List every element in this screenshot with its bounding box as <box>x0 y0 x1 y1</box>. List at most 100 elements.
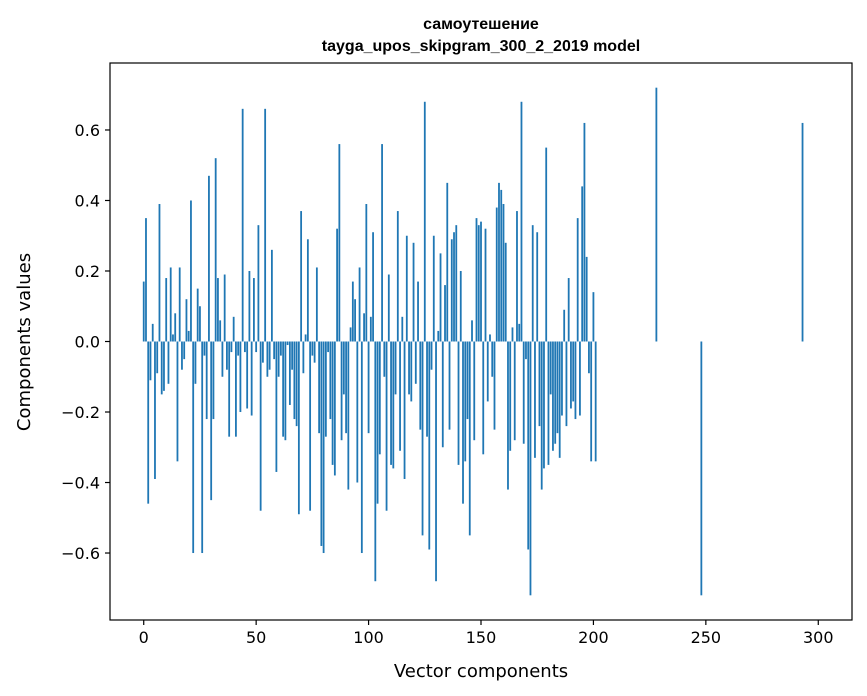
bar <box>401 316 404 342</box>
bar <box>262 341 264 363</box>
bar <box>403 341 406 479</box>
bar <box>149 341 152 381</box>
bar <box>383 341 386 377</box>
bar <box>336 228 338 342</box>
bar <box>545 147 548 342</box>
bar <box>288 341 291 405</box>
bar <box>174 313 177 342</box>
bar <box>561 341 563 416</box>
bar <box>592 292 595 342</box>
bar <box>219 320 222 342</box>
bar <box>570 341 572 409</box>
bar <box>534 341 536 458</box>
bar <box>367 341 370 434</box>
bar <box>145 218 147 342</box>
bar <box>244 341 246 353</box>
y-axis-label: Components values <box>14 253 35 431</box>
bar <box>522 341 525 444</box>
bar <box>374 341 377 582</box>
bar <box>230 341 233 353</box>
bar <box>160 341 163 395</box>
bar <box>309 341 312 511</box>
bar <box>426 341 428 437</box>
bar <box>435 341 437 582</box>
y-tick-label: 0.4 <box>75 191 100 210</box>
bar <box>253 278 255 342</box>
bar <box>311 341 314 356</box>
bar <box>297 341 300 515</box>
bar <box>655 87 658 342</box>
bar <box>574 341 577 420</box>
bar <box>378 341 381 455</box>
bar <box>376 341 379 504</box>
bar <box>399 341 401 451</box>
bar <box>491 341 494 377</box>
bar <box>331 341 334 465</box>
bar <box>304 334 307 342</box>
bar <box>358 267 361 342</box>
y-tick-label: −0.6 <box>61 544 100 563</box>
bar <box>446 182 449 342</box>
bar <box>531 225 534 342</box>
bar <box>295 341 298 427</box>
bar <box>507 341 509 490</box>
bar <box>468 341 471 536</box>
chart-title: самоутешение <box>423 16 539 33</box>
bar <box>549 341 552 395</box>
bar <box>212 341 215 420</box>
bar <box>414 341 417 384</box>
bar <box>302 341 305 374</box>
x-axis: 0 50 100 150 200 250 300 <box>139 620 834 647</box>
bar <box>543 341 545 469</box>
bar <box>241 108 244 342</box>
bar <box>291 341 294 370</box>
bar <box>394 341 397 395</box>
x-tick-label: 50 <box>246 628 266 647</box>
bar <box>525 341 527 360</box>
bar <box>345 341 347 434</box>
x-tick-label: 100 <box>353 628 384 647</box>
bar <box>493 341 496 430</box>
bar <box>250 341 253 416</box>
bar <box>208 175 210 342</box>
bar <box>457 341 460 465</box>
bar <box>363 313 365 342</box>
bar <box>381 144 383 342</box>
bar <box>142 281 145 342</box>
bar <box>192 341 195 554</box>
bar <box>412 242 415 342</box>
bar <box>226 341 228 370</box>
x-tick-label: 200 <box>578 628 609 647</box>
bar <box>410 341 413 402</box>
bar <box>554 341 557 444</box>
bar <box>482 341 485 455</box>
bar <box>538 341 541 427</box>
bar <box>518 323 521 342</box>
y-tick-label: −0.2 <box>61 403 100 422</box>
bar <box>527 341 530 550</box>
bar <box>313 341 316 363</box>
bar <box>498 182 500 342</box>
bar <box>340 341 343 441</box>
bar <box>172 334 174 342</box>
bar <box>239 341 242 413</box>
bar <box>169 267 172 342</box>
bar <box>351 281 354 342</box>
bar <box>448 341 451 430</box>
x-tick-label: 250 <box>691 628 722 647</box>
bar <box>513 341 516 441</box>
bar <box>306 239 309 342</box>
bar <box>349 327 352 342</box>
bar <box>471 320 473 342</box>
bar <box>466 341 469 420</box>
x-tick-label: 150 <box>466 628 497 647</box>
bar <box>556 341 559 434</box>
bar <box>318 341 321 434</box>
bar <box>257 225 260 342</box>
bar <box>464 341 467 462</box>
bar <box>154 341 156 479</box>
bar <box>151 323 154 342</box>
bar <box>396 211 399 342</box>
bar <box>444 285 446 342</box>
